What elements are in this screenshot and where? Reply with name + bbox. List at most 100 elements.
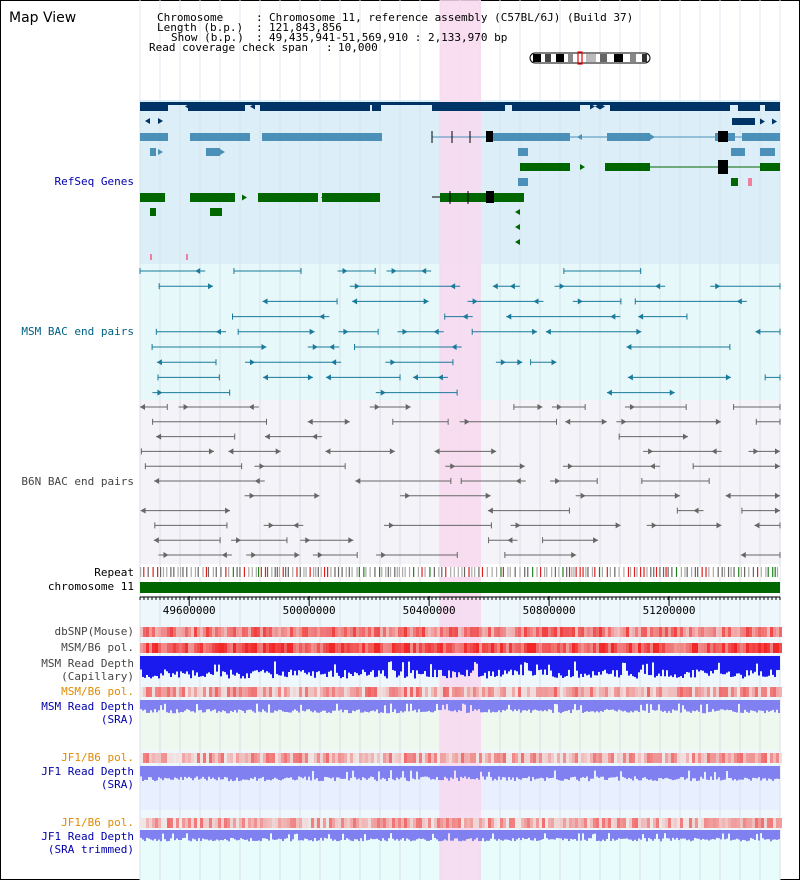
read-depth-bin [254,766,256,777]
read-depth-bin [750,700,752,711]
strand-arrow [451,344,457,350]
polymorphism-bin [734,627,737,637]
polymorphism-bin [713,753,716,763]
read-depth-bin [446,656,448,679]
repeat-element [202,567,204,577]
polymorphism-bin [536,818,539,828]
strand-arrow [533,298,539,305]
read-depth-bin [692,766,694,779]
polymorphism-bin [194,818,197,828]
read-depth-bin [230,656,232,670]
polymorphism-bin [218,687,221,697]
strand-arrow [238,134,243,140]
read-depth-bin [426,766,428,777]
strand-arrow [140,404,146,410]
polymorphism-bin [239,627,242,637]
read-depth-bin [370,766,372,777]
polymorphism-bin [572,753,575,763]
read-depth-bin [524,656,526,663]
read-depth-bin [626,766,628,780]
polymorphism-bin [773,687,776,697]
repeat-element [594,567,596,577]
read-depth-bin [676,766,678,780]
polymorphism-bin [533,687,536,697]
coverage-label: Read coverage check span [149,41,308,54]
read-depth-bin [290,766,292,778]
polymorphism-bin [674,818,677,828]
read-depth-bin [356,656,358,674]
polymorphism-bin [398,753,401,763]
polymorphism-bin [227,753,230,763]
polymorphism-bin [779,753,782,763]
read-depth-bin [474,656,476,663]
msm-bac-label[interactable]: MSM BAC end pairs [21,325,134,338]
read-depth-bin [260,766,262,779]
polymorphism-bin [767,687,770,697]
read-depth-bin [442,656,444,676]
read-depth-bin [610,656,612,674]
polymorphism-bin [737,643,740,653]
read-depth-bin [404,766,406,778]
polymorphism-bin [698,687,701,697]
polymorphism-bin [611,753,614,763]
polymorphism-bin [422,818,425,828]
read-depth-bin [162,700,164,710]
strand-arrow [259,463,265,470]
repeat-element [767,567,769,577]
polymorphism-bin [611,687,614,697]
strand-arrow [317,552,323,558]
read-depth-bin [520,830,522,841]
read-depth-bin [602,656,604,672]
read-depth-bin [308,700,310,710]
refseq-genes-label[interactable]: RefSeq Genes [54,175,134,188]
read-depth-bin [538,830,540,841]
polymorphism-bin [416,818,419,828]
read-depth-bin [400,766,402,778]
read-depth-bin [742,766,744,780]
polymorphism-bin [416,753,419,763]
read-depth-bin [280,656,282,676]
read-depth-bin [382,766,384,778]
read-depth-bin [530,766,532,782]
polymorphism-bin [389,753,392,763]
polymorphism-bin [530,627,533,637]
polymorphism-bin [422,627,425,637]
read-depth-bin [366,830,368,841]
read-depth-bin [596,830,598,842]
polymorphism-bin [614,627,617,637]
polymorphism-bin [236,753,239,763]
polymorphism-bin [395,643,398,653]
strand-arrow [517,359,523,366]
read-depth-bin [734,656,736,677]
read-depth-bin [770,830,772,842]
read-depth-bin [380,656,382,674]
read-depth-bin [422,700,424,712]
polymorphism-bin [623,643,626,653]
polymorphism-bin [434,753,437,763]
read-depth-bin [374,656,376,678]
repeat-element [159,567,162,577]
read-depth-bin [410,830,412,842]
polymorphism-bin [425,627,428,637]
read-depth-bin [160,766,162,779]
polymorphism-bin [395,687,398,697]
polymorphism-bin [287,643,290,653]
polymorphism-bin [647,687,650,697]
read-depth-bin [624,656,626,663]
read-depth-bin [752,700,754,711]
read-depth-bin [186,766,188,779]
polymorphism-bin [638,643,641,653]
read-depth-bin [736,700,738,713]
read-depth-bin [242,656,244,677]
repeat-element [379,567,381,577]
strand-arrow [567,463,573,470]
read-depth-bin [162,656,164,676]
read-depth-bin [592,830,594,835]
strand-arrow [775,448,780,455]
read-depth-bin [438,656,440,670]
read-depth-bin [404,830,406,841]
polymorphism-bin [716,753,719,763]
b6n-bac-label[interactable]: B6N BAC end pairs [21,475,134,488]
polymorphism-bin [617,818,620,828]
